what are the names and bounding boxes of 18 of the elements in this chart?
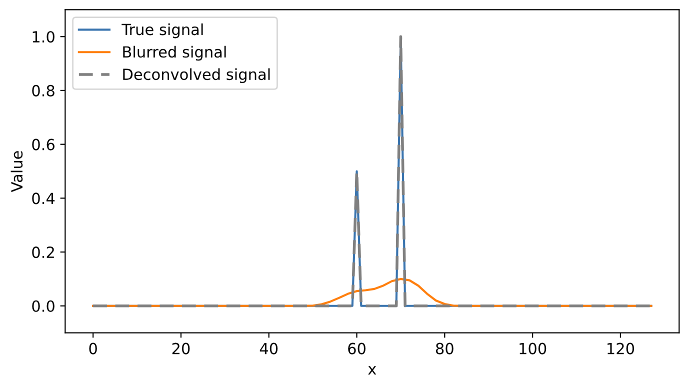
- y-tick-label: 0.2: [32, 246, 54, 258]
- y-tick-label: 0.8: [32, 84, 54, 96]
- y-tick-label: 0.0: [32, 300, 54, 312]
- x-tick-label: 20: [172, 342, 190, 354]
- x-tick-label: 60: [348, 342, 366, 354]
- y-axis-title: Value: [10, 151, 23, 192]
- y-tick-label: 1.0: [32, 31, 54, 43]
- y-tick-label: 0.6: [32, 138, 54, 150]
- x-tick-label: 0: [89, 342, 97, 354]
- x-tick-label: 100: [520, 342, 546, 354]
- legend-label: Deconvolved signal: [123, 68, 270, 84]
- x-tick-label: 80: [436, 342, 454, 354]
- x-axis-title: x: [368, 366, 376, 374]
- x-tick-label: 40: [260, 342, 278, 354]
- legend-label: True signal: [122, 23, 203, 38]
- x-tick-label: 120: [608, 342, 634, 354]
- legend-label: Blurred signal: [123, 46, 226, 61]
- y-tick-label: 0.4: [32, 192, 55, 204]
